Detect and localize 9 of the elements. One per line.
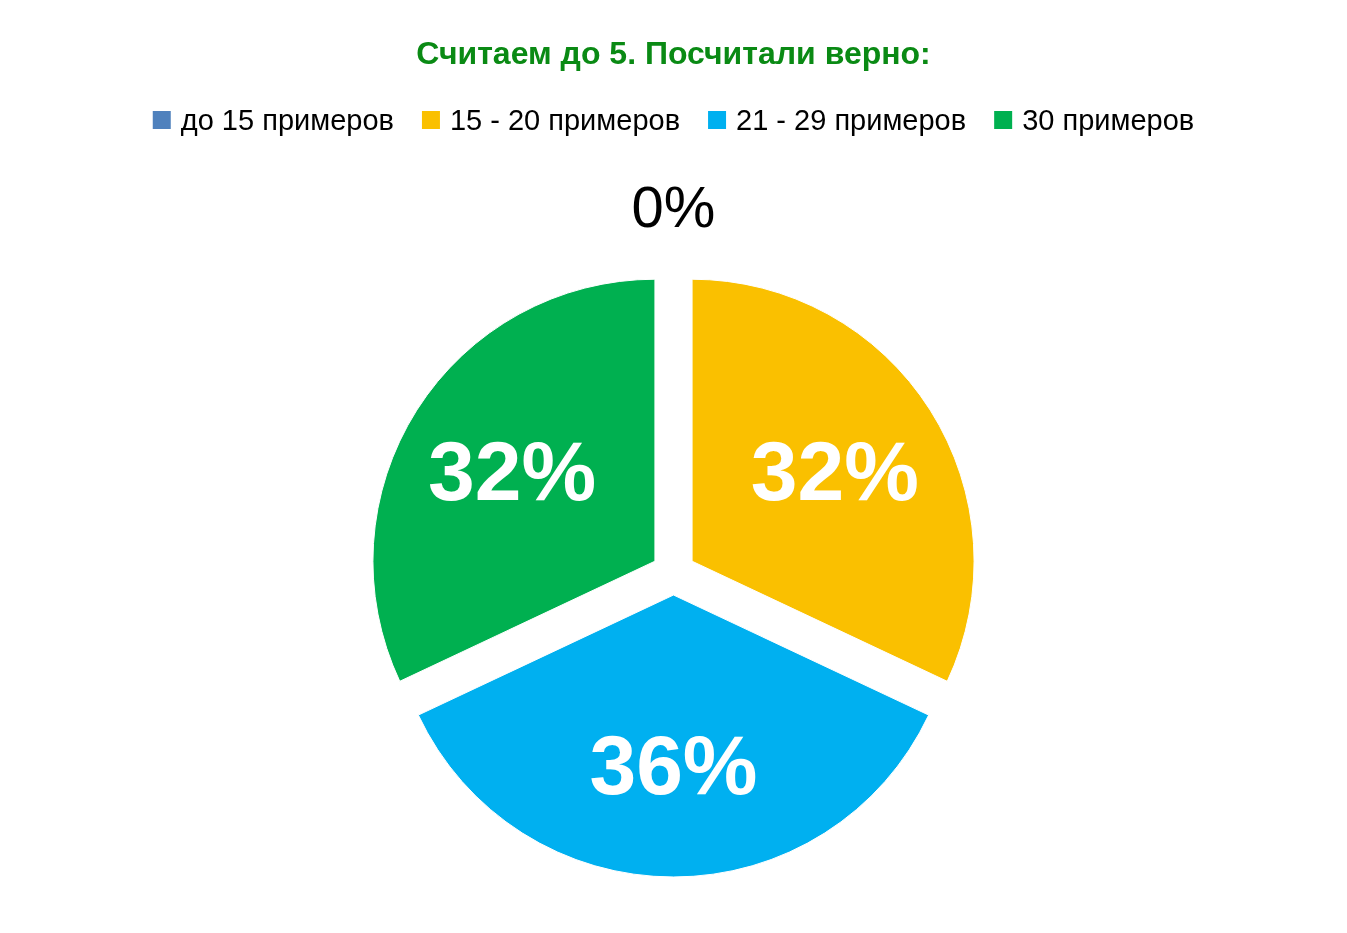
legend-label: 15 - 20 примеров (449, 104, 681, 137)
legend-label: 30 примеров (1022, 104, 1195, 137)
chart-title: Считаем до 5. Посчитали верно: (416, 35, 931, 72)
text: 0% (631, 174, 716, 240)
data-label: 32% (428, 423, 597, 518)
data-label: 36% (589, 717, 758, 812)
legend-label: до 15 примеров (180, 104, 394, 137)
legend-label: 21 - 29 примеров (736, 104, 967, 137)
data-label: 32% (750, 423, 919, 518)
